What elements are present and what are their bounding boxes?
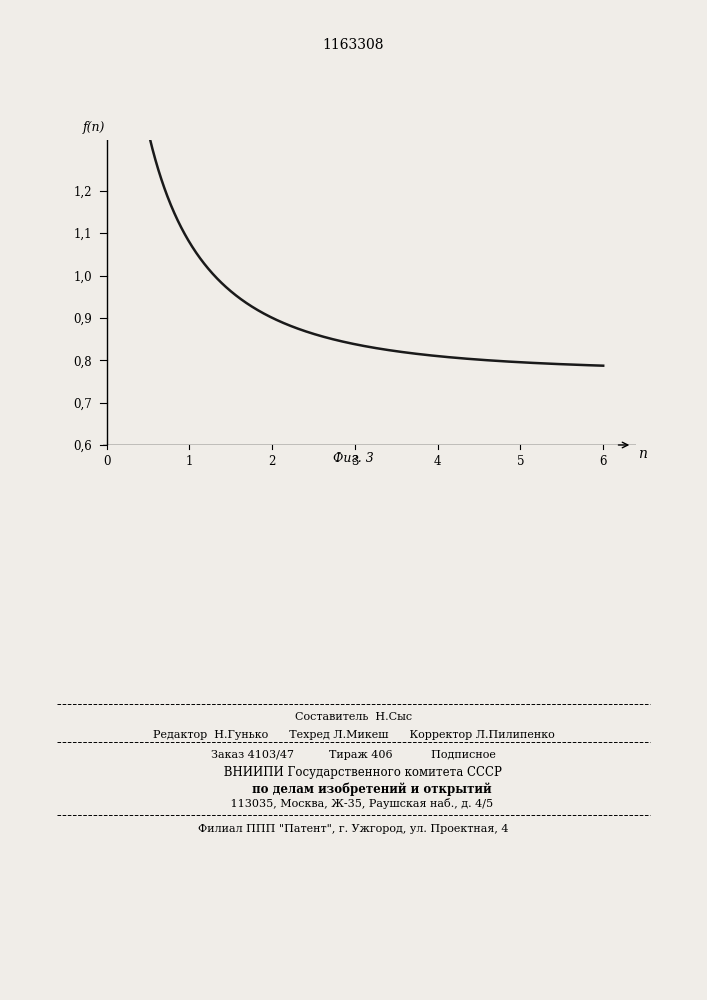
Text: по делам изобретений и открытий: по делам изобретений и открытий — [215, 782, 492, 796]
Text: Редактор  Н.Гунько      Техред Л.Микеш      Корректор Л.Пилипенко: Редактор Н.Гунько Техред Л.Микеш Коррект… — [153, 730, 554, 740]
Text: ВНИИПИ Государственного комитета СССР: ВНИИПИ Государственного комитета СССР — [205, 766, 502, 779]
Text: Филиал ППП "Патент", г. Ужгород, ул. Проектная, 4: Филиал ППП "Патент", г. Ужгород, ул. Про… — [198, 824, 509, 834]
Text: Заказ 4103/47          Тираж 406           Подписное: Заказ 4103/47 Тираж 406 Подписное — [211, 750, 496, 760]
Text: 1163308: 1163308 — [323, 38, 384, 52]
Text: n: n — [638, 447, 647, 461]
Text: Составитель  Н.Сыс: Составитель Н.Сыс — [295, 712, 412, 722]
Text: f(n): f(n) — [83, 121, 105, 134]
Text: Фиг. 3: Фиг. 3 — [333, 452, 374, 465]
Text: 113035, Москва, Ж-35, Раушская наб., д. 4/5: 113035, Москва, Ж-35, Раушская наб., д. … — [214, 798, 493, 809]
